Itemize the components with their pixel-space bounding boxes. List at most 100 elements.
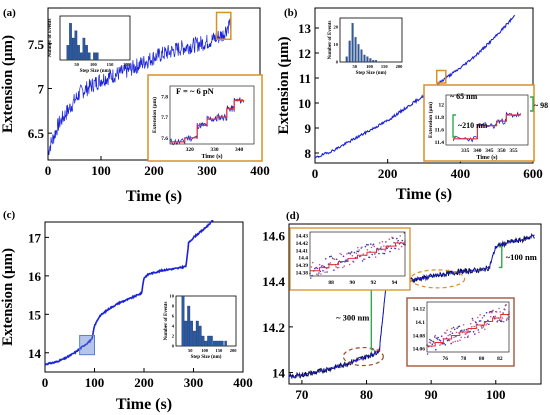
- zoom-y-tick-label: 14.39: [296, 263, 309, 269]
- data-point: [448, 339, 451, 342]
- data-point: [384, 250, 387, 252]
- zoom-frame: [445, 94, 529, 146]
- data-point: [471, 317, 474, 320]
- y-tick-label: 6.5: [28, 126, 45, 141]
- data-point: [469, 330, 471, 333]
- data-point: [476, 316, 479, 319]
- data-point: [504, 308, 506, 311]
- histogram-bar: [201, 335, 205, 347]
- x-tick-label: 100: [91, 163, 111, 178]
- zoom-x-label: Time (s): [201, 153, 222, 160]
- zoom-y-label: Extension (μm): [427, 102, 434, 138]
- data-point: [378, 252, 380, 255]
- y-tick-label: 14: [28, 346, 42, 361]
- step-annotation: ~ 65 nm: [450, 92, 478, 101]
- data-point: [374, 256, 377, 258]
- data-point: [481, 317, 484, 319]
- data-point: [489, 310, 491, 313]
- data-series: [47, 13, 232, 156]
- data-point: [389, 250, 391, 253]
- histogram-bar: [360, 49, 363, 63]
- data-point: [495, 311, 498, 313]
- data-point: [348, 252, 350, 254]
- data-point: [443, 342, 445, 345]
- data-point: [400, 245, 403, 248]
- data-point: [501, 320, 503, 323]
- data-point: [486, 322, 489, 325]
- panel-d: 70 80 90 100 14 14.2 14.4 14.6(d) ~ 300 nm ~100 n…: [262, 210, 542, 402]
- histogram-bar: [190, 320, 194, 347]
- data-point: [335, 266, 337, 268]
- histogram-bar: [357, 44, 360, 63]
- data-point: [498, 307, 500, 310]
- data-point: [392, 237, 395, 239]
- y-tick-label: 17: [28, 230, 42, 245]
- histogram-bar: [85, 45, 88, 61]
- zoom-frame: [309, 231, 406, 277]
- zoom-step-fit: [427, 311, 510, 347]
- y-tick-label: 13: [298, 21, 312, 36]
- zoom-y-tick-label: 11.8: [435, 115, 445, 121]
- data-point: [502, 320, 505, 323]
- histogram-bar: [192, 330, 196, 347]
- x-tick-label: 70: [295, 387, 308, 402]
- data-point: [497, 319, 499, 322]
- data-point: [491, 311, 493, 314]
- data-point: [374, 253, 376, 255]
- zoom-y-tick-label: 11.4: [435, 140, 445, 146]
- data-point: [329, 262, 332, 264]
- data-point: [426, 353, 429, 355]
- data-point: [459, 339, 461, 342]
- histogram-y-tick-label: 0: [336, 60, 339, 65]
- data-point: [498, 319, 501, 321]
- histogram-bar: [369, 58, 372, 63]
- data-point: [390, 247, 393, 250]
- data-point: [316, 267, 319, 270]
- histogram-bar: [375, 60, 377, 63]
- histogram-y-tick-label: 6: [172, 314, 175, 319]
- data-point: [402, 243, 405, 246]
- highlight-ellipse: [342, 346, 384, 367]
- x-tick-label: 80: [360, 387, 373, 402]
- data-point: [505, 319, 508, 321]
- histogram-bar: [348, 40, 351, 63]
- histogram-x-label: Step Size (nm): [80, 69, 111, 74]
- data-point: [433, 336, 436, 338]
- data-point: [431, 343, 434, 346]
- data-point: [473, 325, 476, 328]
- data-point: [477, 329, 480, 331]
- x-tick-label: 0: [312, 166, 319, 181]
- data-point: [309, 277, 312, 279]
- data-point: [318, 272, 320, 274]
- histogram-x-label: Step Size (nm): [356, 71, 387, 76]
- data-point: [482, 326, 485, 328]
- zoom-x-tick-label: 340: [473, 148, 482, 154]
- zoom-x-tick-label: 80: [479, 356, 485, 362]
- data-point: [355, 252, 358, 255]
- histogram-x-tick-label: 50: [74, 62, 79, 67]
- x-tick-label: 0: [42, 375, 49, 390]
- data-point: [494, 315, 497, 318]
- histogram-bar: [181, 295, 185, 347]
- y-tick-label: 7.5: [28, 37, 45, 52]
- data-point: [460, 336, 463, 339]
- data-point: [321, 264, 324, 267]
- data-point: [475, 321, 477, 324]
- data-point: [458, 325, 461, 328]
- data-point: [499, 311, 502, 313]
- histogram-y-tick-label: 4: [172, 324, 175, 329]
- data-point: [433, 342, 435, 344]
- step-bracket: [530, 96, 534, 112]
- zoom-x-tick-label: 320: [186, 147, 195, 153]
- data-point: [474, 333, 476, 335]
- step-bracket: [452, 114, 456, 138]
- y-tick-label: 14.6: [262, 228, 285, 243]
- data-point: [446, 339, 449, 342]
- zoom-x-tick-label: 355: [509, 148, 518, 154]
- x-axis-label: Time (s): [116, 396, 172, 413]
- data-point: [472, 331, 475, 333]
- data-point: [454, 340, 457, 343]
- data-point: [440, 335, 443, 338]
- panel-label: (b): [284, 7, 298, 19]
